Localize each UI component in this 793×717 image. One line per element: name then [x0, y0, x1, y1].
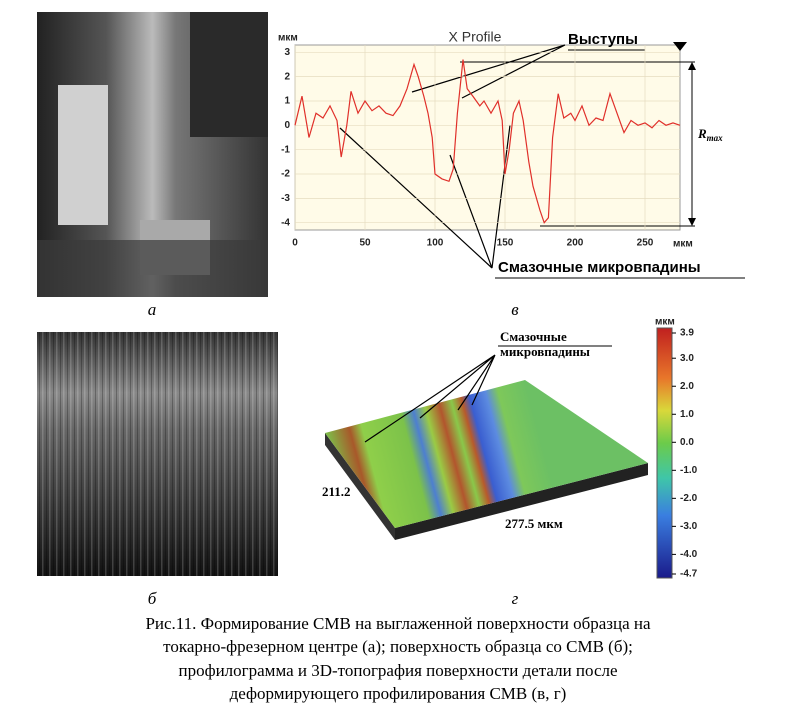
x-tick-label: 50	[359, 238, 371, 249]
y-tick-label: -1	[281, 144, 290, 155]
base-front	[395, 463, 648, 540]
annotation: микровпадины	[500, 344, 590, 359]
y-tick-label: -4	[281, 217, 290, 228]
dimension-label: 277.5 мкм	[505, 516, 563, 531]
rmax-label: Rmax	[697, 126, 723, 143]
colorbar-tick-label: 3.9	[680, 328, 694, 339]
topography: Смазочные микровпадины 211.2 277.5 мкм м…	[322, 317, 698, 580]
surface	[325, 380, 648, 528]
arrowhead	[688, 62, 696, 70]
panel-label: а	[148, 300, 157, 319]
colorbar-tick-label: -3.0	[680, 521, 698, 532]
chart-title: X Profile	[449, 29, 502, 45]
caption-line: профилограмма и 3D-топография поверхност…	[178, 661, 617, 680]
colorbar-tick-label: -2.0	[680, 493, 698, 504]
annotation: Смазочные	[500, 329, 567, 344]
colorbar-tick-label: 0.0	[680, 437, 694, 448]
y-unit: мкм	[278, 33, 298, 44]
profile-chart: X Profile мкм мкм Выступы Rmax Смазочные…	[278, 29, 745, 279]
y-tick-label: 3	[284, 47, 290, 58]
panel-label: б	[148, 589, 157, 608]
photo-a	[37, 12, 268, 297]
y-tick-label: 0	[284, 120, 290, 131]
colorbar-tick-label: -4.7	[680, 569, 698, 580]
colorbar-tick-label: 2.0	[680, 381, 694, 392]
caption-line: деформирующего профилирования СМВ (в, г)	[230, 684, 567, 703]
x-unit: мкм	[673, 239, 693, 250]
caption: Рис.11. Формирование СМВ на выглаженной …	[145, 614, 651, 703]
annotation: Смазочные микровпадины	[498, 259, 701, 276]
x-tick-label: 200	[567, 238, 584, 249]
colorbar-tick-label: -1.0	[680, 465, 698, 476]
arrowhead	[688, 218, 696, 226]
x-tick-label: 100	[427, 238, 444, 249]
caption-line: токарно-фрезерном центре (а); поверхност…	[163, 637, 633, 656]
callout-lines	[411, 44, 566, 99]
profile-line	[294, 59, 681, 224]
photo-b	[37, 332, 278, 576]
panel-label: г	[512, 589, 519, 608]
panel-label: в	[511, 300, 519, 319]
colorbar-tick-label: 3.0	[680, 353, 694, 364]
colorbar	[656, 327, 673, 579]
dimension-label: 211.2	[322, 484, 351, 499]
x-tick-label: 150	[497, 238, 514, 249]
annotation: Выступы	[568, 31, 638, 48]
colorbar-unit: мкм	[655, 317, 675, 328]
rmax-sub: max	[707, 133, 724, 143]
colorbar-tick-label: 1.0	[680, 409, 694, 420]
callout-lines	[364, 354, 496, 443]
x-tick-label: 0	[292, 238, 298, 249]
base-left	[325, 433, 395, 540]
x-tick-label: 250	[637, 238, 654, 249]
y-tick-label: -2	[281, 169, 290, 180]
colorbar-tick-label: -4.0	[680, 549, 698, 560]
y-tick-label: 2	[284, 71, 290, 82]
marker	[673, 42, 687, 51]
y-tick-label: 1	[284, 96, 290, 107]
rmax-main: R	[697, 126, 707, 141]
plot-area	[294, 44, 681, 231]
caption-line: Рис.11. Формирование СМВ на выглаженной …	[145, 614, 651, 633]
y-tick-label: -3	[281, 193, 290, 204]
